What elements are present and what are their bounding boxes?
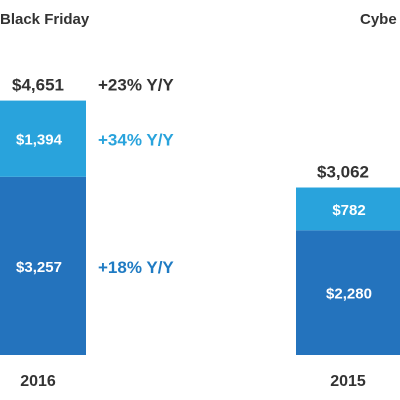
panel-2-bar-segment-1 [296,230,400,355]
panel-2-segment-label-2: $782 [332,202,365,219]
panel-2-bar-segment-2 [296,187,400,231]
panel-1-total-label: $4,651 [12,76,64,95]
panel-1-segment-growth-1: +18% Y/Y [98,258,174,277]
panel-2-category-label: 2015 [330,373,366,390]
panel-1-bar-segment-2 [0,100,86,177]
panel-1-category-label: 2016 [20,373,56,390]
panel-1-title: Black Friday [0,11,90,28]
panel-1-segment-growth-2: +34% Y/Y [98,131,174,150]
panel-1-total-growth: +23% Y/Y [98,76,174,95]
panel-1-bar-segment-1 [0,176,86,355]
panel-1-segment-label-1: $3,257 [16,259,62,276]
panel-2-title: Cybe [360,11,397,28]
panel-2-segment-label-1: $2,280 [326,286,372,303]
panel-2-total-label: $3,062 [317,163,369,182]
panel-1-segment-label-2: $1,394 [16,132,63,149]
